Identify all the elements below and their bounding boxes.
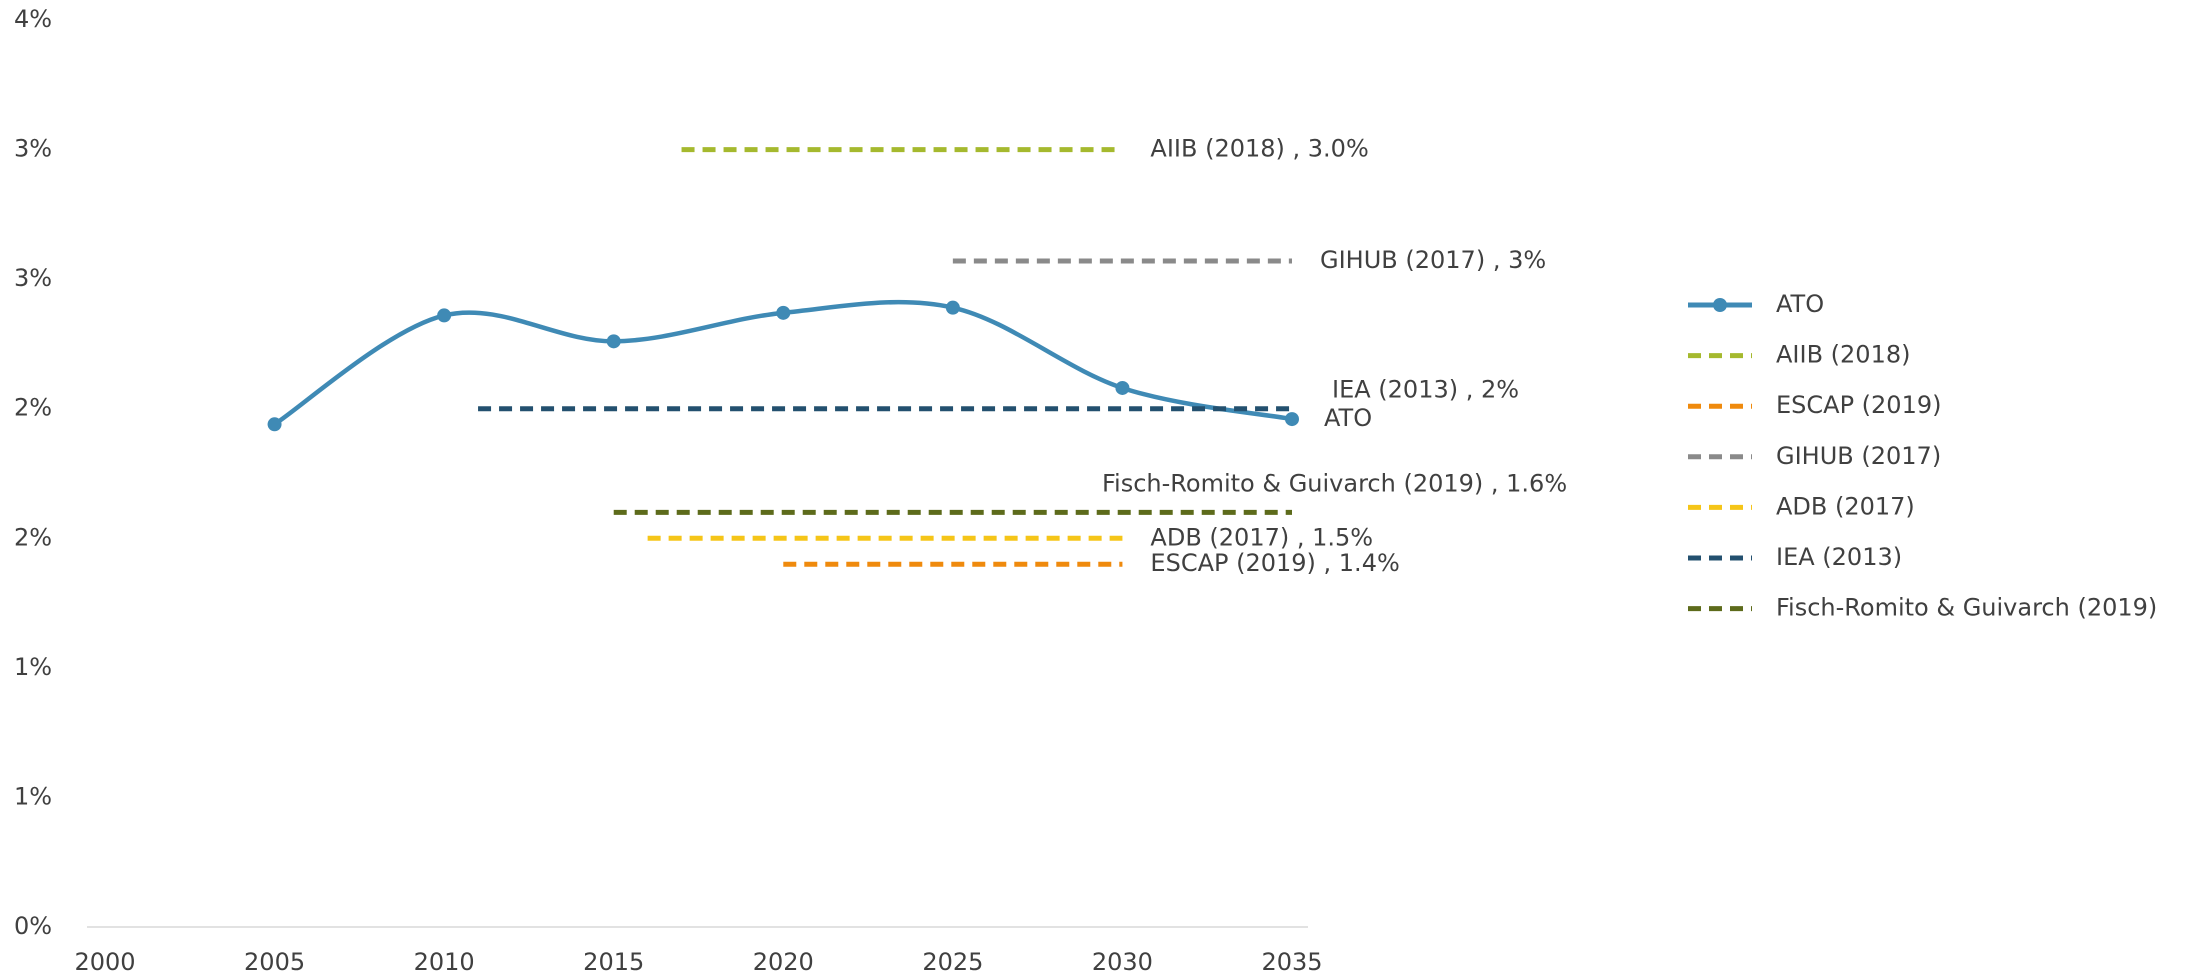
- marker: [437, 308, 452, 323]
- marker: [1285, 412, 1299, 427]
- data-label: ADB (2017) , 1.5%: [1150, 523, 1373, 551]
- data-label: ATO: [1324, 404, 1372, 432]
- y-tick-label: 2%: [14, 523, 52, 551]
- legend-marker: [1713, 298, 1727, 312]
- legend-label: AIIB (2018): [1776, 341, 1910, 369]
- x-tick-label: 2030: [1092, 948, 1153, 973]
- legend-label: ADB (2017): [1776, 492, 1915, 520]
- x-tick-label: 2000: [74, 948, 135, 973]
- y-tick-label: 1%: [14, 653, 52, 681]
- legend-label: IEA (2013): [1776, 543, 1902, 571]
- x-tick-label: 2010: [414, 948, 475, 973]
- legend-label: GIHUB (2017): [1776, 442, 1941, 470]
- marker: [945, 300, 960, 315]
- data-label: GIHUB (2017) , 3%: [1320, 246, 1546, 274]
- x-tick-label: 2020: [753, 948, 814, 973]
- x-tick-label: 2015: [583, 948, 644, 973]
- marker: [606, 334, 621, 349]
- y-tick-label: 0%: [14, 912, 52, 940]
- data-label: ESCAP (2019) , 1.4%: [1150, 549, 1399, 577]
- data-label: IEA (2013) , 2%: [1332, 376, 1519, 404]
- marker: [1115, 380, 1130, 395]
- legend-label: Fisch-Romito & Guivarch (2019): [1776, 594, 2157, 622]
- legend-label: ATO: [1776, 290, 1824, 318]
- x-tick-label: 2025: [922, 948, 983, 973]
- data-label: Fisch-Romito & Guivarch (2019) , 1.6%: [1102, 469, 1567, 497]
- legend-label: ESCAP (2019): [1776, 391, 1941, 419]
- y-tick-label: 4%: [14, 5, 52, 33]
- line: [273, 299, 1293, 427]
- y-tick-label: 2%: [14, 394, 52, 422]
- x-tick-label: 2035: [1261, 948, 1322, 973]
- marker: [776, 305, 791, 320]
- marker: [267, 417, 282, 432]
- x-tick-label: 2005: [244, 948, 305, 973]
- y-tick-label: 1%: [14, 782, 52, 810]
- data-label: AIIB (2018) , 3.0%: [1150, 135, 1368, 163]
- y-tick-label: 3%: [14, 135, 52, 163]
- y-tick-label: 3%: [14, 264, 52, 292]
